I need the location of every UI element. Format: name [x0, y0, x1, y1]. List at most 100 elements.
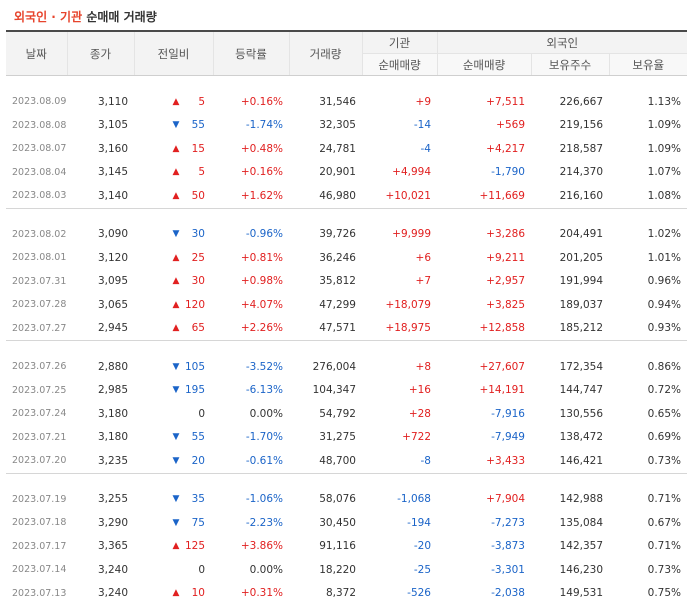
- cell-foreign-ratio: 0.71%: [609, 535, 687, 559]
- cell-foreign-ratio: 0.94%: [609, 293, 687, 317]
- cell-rate: +0.16%: [213, 90, 289, 114]
- cell-volume: 8,372: [289, 582, 362, 605]
- cell-rate: +1.62%: [213, 184, 289, 208]
- cell-foreign-ratio: 0.75%: [609, 582, 687, 605]
- cell-change: ▲15: [134, 137, 213, 161]
- change-wrapper: ▲5: [134, 166, 213, 178]
- cell-foreign-net: +3,433: [437, 449, 531, 473]
- cell-volume: 276,004: [289, 355, 362, 379]
- change-wrapper: 0: [134, 408, 213, 420]
- cell-inst-net: -194: [362, 511, 437, 535]
- col-header-volume: 거래량: [289, 31, 362, 76]
- change-wrapper: ▲5: [134, 96, 213, 108]
- cell-inst-net: +6: [362, 246, 437, 270]
- col-header-foreign: 외국인: [437, 31, 687, 54]
- cell-foreign-holding: 142,988: [531, 488, 609, 512]
- change-value: 120: [183, 299, 205, 311]
- cell-close: 3,290: [67, 511, 134, 535]
- change-wrapper: ▼55: [134, 119, 213, 131]
- cell-rate: +0.48%: [213, 137, 289, 161]
- cell-date: 2023.08.04: [6, 161, 67, 185]
- cell-foreign-net: +2,957: [437, 270, 531, 294]
- up-arrow-icon: ▲: [169, 276, 183, 286]
- down-arrow-icon: ▼: [169, 494, 183, 504]
- change-wrapper: ▲50: [134, 190, 213, 202]
- cell-volume: 47,571: [289, 317, 362, 341]
- cell-rate: -0.96%: [213, 223, 289, 247]
- cell-close: 2,880: [67, 355, 134, 379]
- cell-close: 3,090: [67, 223, 134, 247]
- cell-date: 2023.08.01: [6, 246, 67, 270]
- down-arrow-icon: ▼: [169, 120, 183, 130]
- cell-volume: 18,220: [289, 558, 362, 582]
- cell-foreign-net: +4,217: [437, 137, 531, 161]
- cell-rate: -3.52%: [213, 355, 289, 379]
- group-spacer-cell: [6, 76, 687, 91]
- cell-close: 3,065: [67, 293, 134, 317]
- cell-close: 3,110: [67, 90, 134, 114]
- cell-rate: +2.26%: [213, 317, 289, 341]
- cell-foreign-net: +11,669: [437, 184, 531, 208]
- cell-volume: 20,901: [289, 161, 362, 185]
- cell-rate: +0.16%: [213, 161, 289, 185]
- table-header: 날짜 종가 전일비 등락률 거래량 기관 외국인 순매매량 순매매량 보유주수 …: [6, 31, 687, 76]
- cell-volume: 104,347: [289, 379, 362, 403]
- cell-close: 3,235: [67, 449, 134, 473]
- cell-close: 3,365: [67, 535, 134, 559]
- cell-foreign-holding: 142,357: [531, 535, 609, 559]
- down-arrow-icon: ▼: [169, 518, 183, 528]
- change-value: 35: [183, 493, 205, 505]
- cell-foreign-holding: 138,472: [531, 426, 609, 450]
- cell-foreign-holding: 144,747: [531, 379, 609, 403]
- cell-foreign-holding: 149,531: [531, 582, 609, 605]
- cell-rate: -1.70%: [213, 426, 289, 450]
- panel-title: 외국인 · 기관 순매매 거래량: [14, 8, 157, 25]
- col-header-foreign-ratio: 보유율: [609, 54, 687, 76]
- cell-close: 3,095: [67, 270, 134, 294]
- change-value: 25: [183, 252, 205, 264]
- up-arrow-icon: ▲: [169, 541, 183, 551]
- change-value: 0: [183, 564, 205, 576]
- cell-inst-net: -20: [362, 535, 437, 559]
- down-arrow-icon: ▼: [169, 456, 183, 466]
- group-spacer: [6, 76, 687, 91]
- change-value: 5: [183, 166, 205, 178]
- cell-change: 0: [134, 402, 213, 426]
- change-value: 125: [183, 540, 205, 552]
- down-arrow-icon: ▼: [169, 385, 183, 395]
- up-arrow-icon: ▲: [169, 167, 183, 177]
- cell-foreign-ratio: 0.67%: [609, 511, 687, 535]
- cell-foreign-ratio: 1.08%: [609, 184, 687, 208]
- cell-volume: 24,781: [289, 137, 362, 161]
- cell-date: 2023.08.09: [6, 90, 67, 114]
- cell-rate: 0.00%: [213, 558, 289, 582]
- cell-volume: 58,076: [289, 488, 362, 512]
- cell-volume: 35,812: [289, 270, 362, 294]
- cell-foreign-holding: 216,160: [531, 184, 609, 208]
- cell-change: ▲30: [134, 270, 213, 294]
- change-wrapper: ▼75: [134, 517, 213, 529]
- cell-foreign-ratio: 0.72%: [609, 379, 687, 403]
- change-value: 65: [183, 322, 205, 334]
- cell-foreign-ratio: 0.86%: [609, 355, 687, 379]
- col-header-date: 날짜: [6, 31, 67, 76]
- cell-foreign-holding: 218,587: [531, 137, 609, 161]
- cell-date: 2023.08.07: [6, 137, 67, 161]
- cell-date: 2023.08.08: [6, 114, 67, 138]
- cell-foreign-holding: 201,205: [531, 246, 609, 270]
- cell-inst-net: -526: [362, 582, 437, 605]
- change-wrapper: ▼105: [134, 361, 213, 373]
- cell-change: ▼105: [134, 355, 213, 379]
- change-wrapper: ▲15: [134, 143, 213, 155]
- change-value: 105: [183, 361, 205, 373]
- cell-foreign-ratio: 0.69%: [609, 426, 687, 450]
